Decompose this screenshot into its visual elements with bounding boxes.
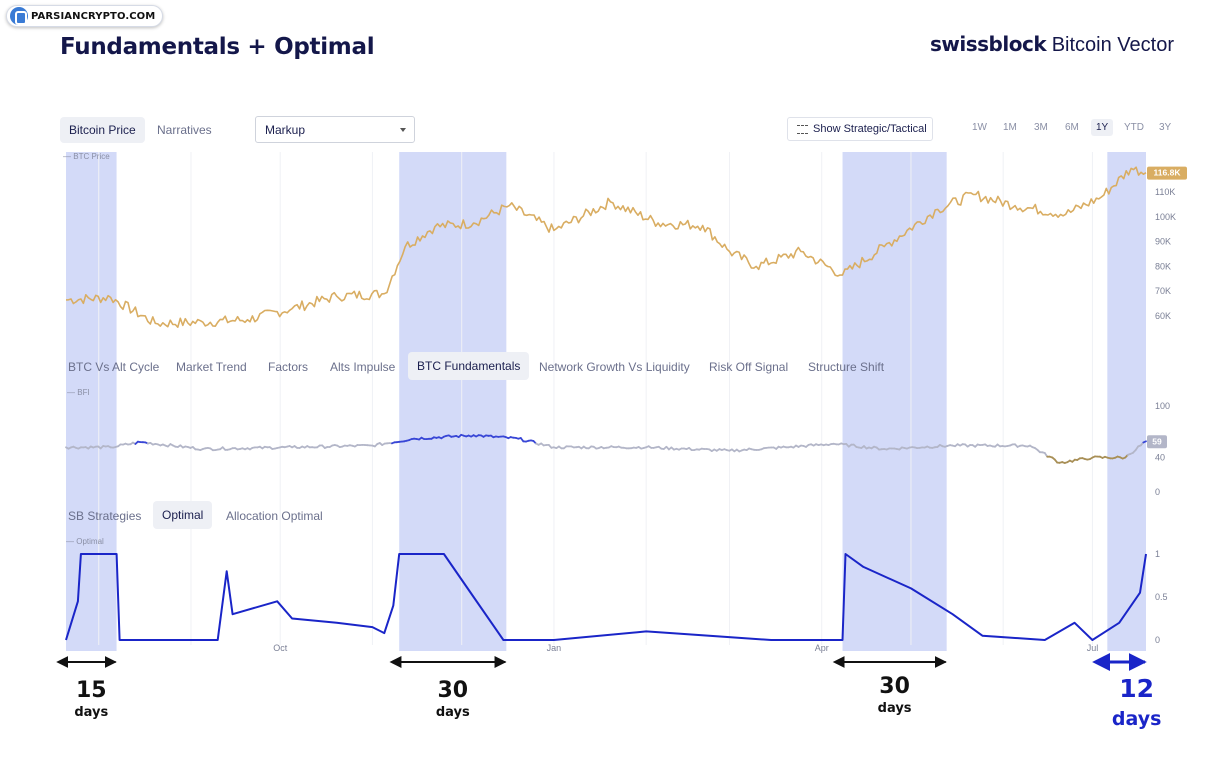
x-tick-label: Oct (273, 643, 288, 653)
tab-structure-shift[interactable]: Structure Shift (808, 360, 885, 374)
duration-days-unit: days (74, 705, 108, 720)
dropdown-value: Markup (265, 123, 306, 137)
tab-market-trend[interactable]: Market Trend (176, 360, 247, 374)
highlight-band-1 (66, 152, 117, 651)
watermark: PARSIANCRYPTO.COM (6, 5, 164, 27)
brand-logo: swissblock Bitcoin Vector (930, 32, 1174, 57)
btc-price-chart: 60K 70K 80K 90K 100K 110K 116.8K (65, 166, 1187, 328)
duration-days-unit: days (878, 701, 912, 716)
annotation-layer: 15 days 30 days 30 days 12 days (56, 653, 1162, 730)
tab-risk-off-signal[interactable]: Risk Off Signal (709, 360, 789, 374)
parsiancrypto-logo-icon (10, 7, 28, 25)
optimal-chart: 0 0.5 1 Oct Jan Apr Jul (65, 549, 1168, 653)
chart-mode-dropdown[interactable]: Markup (255, 116, 415, 143)
tab-optimal[interactable]: Optimal (153, 501, 213, 529)
bfi-tick-label: 100 (1155, 401, 1170, 411)
bfi-chart: 0 40 100 59 (65, 401, 1170, 497)
price-last-badge-label: 116.8K (1154, 168, 1182, 178)
btc-price-line (65, 166, 1147, 328)
range-6m[interactable]: 6M (1065, 122, 1079, 133)
price-tick-label: 80K (1155, 261, 1171, 271)
x-tick-label: Jan (547, 643, 562, 653)
brand-product: Bitcoin Vector (1051, 34, 1174, 56)
strategic-button-label: Show Strategic/Tactical (813, 123, 927, 135)
price-last-badge (1147, 166, 1187, 180)
range-1y[interactable]: 1Y (1091, 119, 1114, 136)
price-tick-label: 110K (1155, 187, 1175, 197)
x-tick-label: Apr (815, 643, 829, 653)
duration-days-unit: days (436, 705, 470, 720)
legend-bfi: — BFI (67, 388, 90, 397)
duration-days-number: 12 (1119, 674, 1154, 703)
optimal-line (65, 553, 1147, 641)
legend-optimal: — Optimal (66, 537, 104, 546)
price-tick-label: 90K (1155, 237, 1171, 247)
show-strategic-tactical-button[interactable]: Show Strategic/Tactical (787, 117, 933, 141)
range-1m[interactable]: 1M (1003, 122, 1017, 133)
bfi-tick-label: 0 (1155, 487, 1160, 497)
page-title: Fundamentals + Optimal (60, 34, 375, 60)
bfi-segment (1142, 440, 1147, 444)
price-tick-label: 70K (1155, 286, 1171, 296)
tab-alts-impulse[interactable]: Alts Impulse (330, 360, 396, 374)
price-tick-label: 60K (1155, 311, 1171, 321)
tab-btc-fundamentals[interactable]: BTC Fundamentals (408, 352, 530, 380)
bfi-last-badge (1147, 435, 1167, 449)
watermark-text: PARSIANCRYPTO.COM (31, 10, 156, 22)
duration-days-number: 15 (76, 678, 107, 703)
highlight-layer (66, 152, 1146, 651)
bfi-tick-label: 40 (1155, 453, 1165, 463)
brand-name: swissblock (930, 32, 1047, 56)
duration-days-unit: days (1112, 708, 1162, 730)
optimal-tick-label: 1 (1155, 549, 1160, 559)
tab-allocation-optimal[interactable]: Allocation Optimal (226, 509, 323, 523)
tab-network-growth-vs-liquidity[interactable]: Network Growth Vs Liquidity (539, 360, 690, 374)
price-tick-label: 100K (1155, 212, 1176, 222)
highlight-band-3 (842, 152, 947, 651)
range-3m[interactable]: 3M (1034, 122, 1048, 133)
tab-btc-vs-alt-cycle[interactable]: BTC Vs Alt Cycle (68, 360, 160, 374)
duration-days-number: 30 (437, 678, 468, 703)
optimal-tick-label: 0.5 (1155, 592, 1168, 602)
chevron-down-icon (400, 128, 406, 132)
highlight-band-4 (1107, 152, 1146, 651)
duration-days-number: 30 (879, 674, 910, 699)
x-tick-label: Jul (1087, 643, 1099, 653)
dashed-lines-icon (797, 125, 808, 134)
tab-bitcoin-price[interactable]: Bitcoin Price (60, 117, 145, 143)
grid-layer (98, 152, 1093, 645)
optimal-tick-label: 0 (1155, 635, 1160, 645)
highlight-band-2 (399, 152, 507, 651)
range-1w[interactable]: 1W (972, 122, 987, 133)
tab-factors[interactable]: Factors (268, 360, 309, 374)
range-3y[interactable]: 3Y (1159, 122, 1172, 133)
tab-sb-strategies[interactable]: SB Strategies (68, 509, 142, 523)
range-ytd[interactable]: YTD (1124, 122, 1144, 133)
bfi-last-badge-label: 59 (1152, 436, 1162, 446)
tab-narratives[interactable]: Narratives (157, 123, 212, 137)
legend-btc-price: — BTC Price (63, 152, 110, 161)
